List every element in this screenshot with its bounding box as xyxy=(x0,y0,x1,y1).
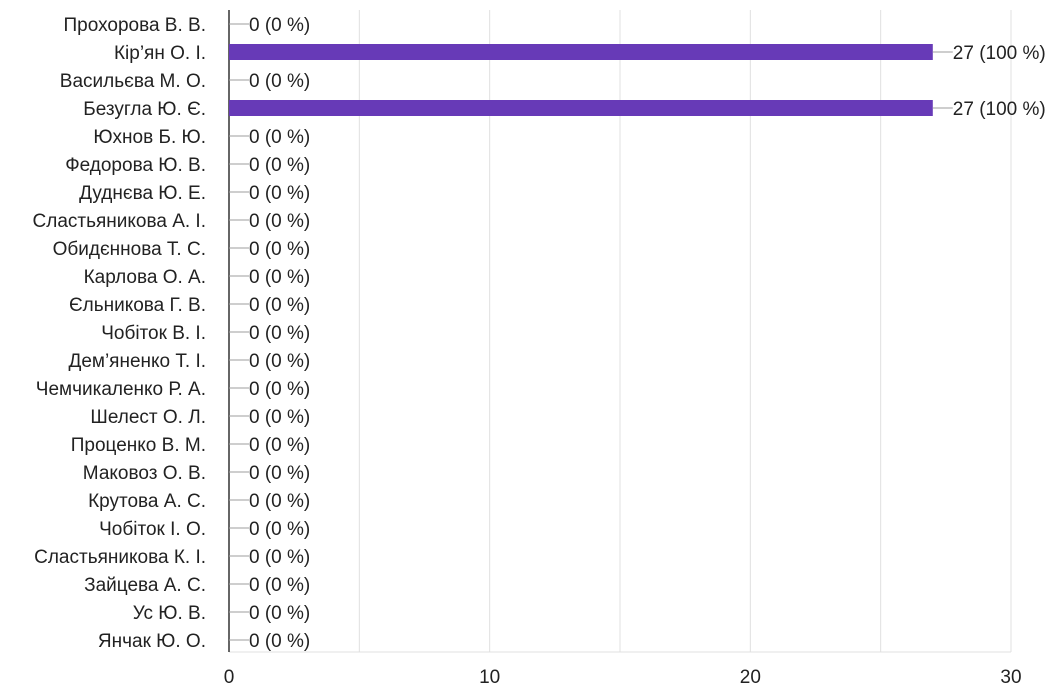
data-label: 0 (0 %) xyxy=(249,15,310,36)
data-label: 0 (0 %) xyxy=(249,491,310,512)
data-label: 27 (100 %) xyxy=(953,43,1046,64)
data-label: 0 (0 %) xyxy=(249,575,310,596)
data-label: 0 (0 %) xyxy=(249,267,310,288)
category-label: Сластьяникова А. І. xyxy=(33,211,206,232)
category-label: Проценко В. М. xyxy=(71,435,206,456)
x-tick-label: 30 xyxy=(1000,667,1021,688)
data-label: 0 (0 %) xyxy=(249,519,310,540)
category-label: Зайцева А. С. xyxy=(84,575,206,596)
category-label: Чобіток І. О. xyxy=(99,519,206,540)
data-label: 0 (0 %) xyxy=(249,631,310,652)
category-label: Дем’яненко Т. І. xyxy=(68,351,206,372)
category-label: Обидєннова Т. С. xyxy=(53,239,206,260)
data-label: 0 (0 %) xyxy=(249,407,310,428)
category-label: Карлова О. А. xyxy=(84,267,206,288)
category-label: Крутова А. С. xyxy=(88,491,206,512)
category-label: Ус Ю. В. xyxy=(133,603,206,624)
data-label: 0 (0 %) xyxy=(249,239,310,260)
x-tick-label: 0 xyxy=(224,667,235,688)
category-label: Кір’ян О. І. xyxy=(114,43,206,64)
data-label: 0 (0 %) xyxy=(249,155,310,176)
data-label: 0 (0 %) xyxy=(249,547,310,568)
data-label: 0 (0 %) xyxy=(249,379,310,400)
data-label: 0 (0 %) xyxy=(249,603,310,624)
data-label: 0 (0 %) xyxy=(249,127,310,148)
data-label: 0 (0 %) xyxy=(249,71,310,92)
category-label: Федорова Ю. В. xyxy=(65,155,206,176)
category-label: Васильєва М. О. xyxy=(60,71,206,92)
category-label: Маковоз О. В. xyxy=(83,463,206,484)
category-label: Чобіток В. І. xyxy=(101,323,206,344)
category-label: Юхнов Б. Ю. xyxy=(93,127,206,148)
data-label: 0 (0 %) xyxy=(249,323,310,344)
data-label: 0 (0 %) xyxy=(249,435,310,456)
category-label: Єльникова Г. В. xyxy=(69,295,206,316)
category-label: Сластьяникова К. І. xyxy=(34,547,206,568)
category-label: Чемчикаленко Р. А. xyxy=(36,379,206,400)
bar xyxy=(229,44,933,60)
data-label: 0 (0 %) xyxy=(249,351,310,372)
category-label: Шелест О. Л. xyxy=(90,407,206,428)
category-label: Дуднєва Ю. Е. xyxy=(79,183,206,204)
data-label: 0 (0 %) xyxy=(249,295,310,316)
category-label: Безугла Ю. Є. xyxy=(83,99,206,120)
data-label: 0 (0 %) xyxy=(249,463,310,484)
data-label: 0 (0 %) xyxy=(249,183,310,204)
category-label: Прохорова В. В. xyxy=(64,15,206,36)
x-tick-label: 10 xyxy=(479,667,500,688)
data-label: 0 (0 %) xyxy=(249,211,310,232)
bar xyxy=(229,100,933,116)
x-tick-label: 20 xyxy=(740,667,761,688)
category-label: Янчак Ю. О. xyxy=(98,631,206,652)
data-label: 27 (100 %) xyxy=(953,99,1046,120)
